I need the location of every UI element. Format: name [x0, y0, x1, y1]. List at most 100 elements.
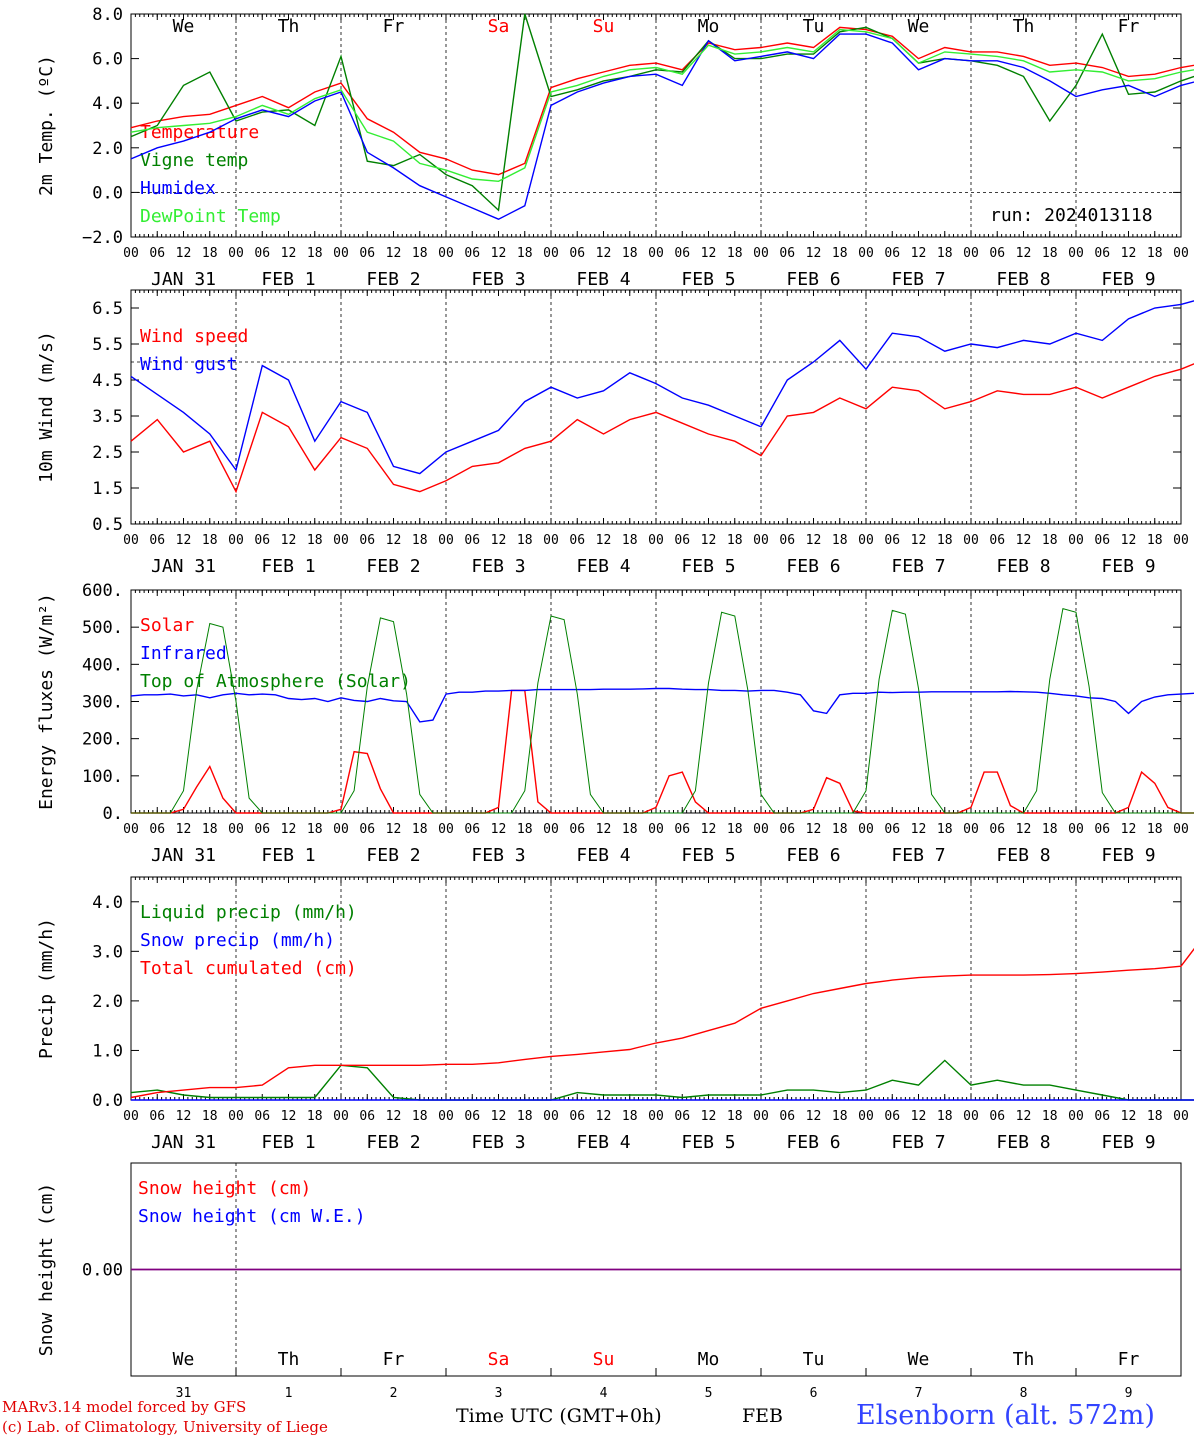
day-label: FEB 9 — [1101, 1132, 1155, 1153]
hour-tick-label: 18 — [517, 533, 533, 548]
legend-entry: Total cumulated (cm) — [140, 958, 357, 979]
hour-tick-label: 12 — [281, 246, 297, 261]
hour-tick-label: 12 — [281, 533, 297, 548]
hour-tick-label: 06 — [569, 533, 585, 548]
plot-frame — [130, 589, 1182, 814]
y-tick-label: −2.0 — [82, 228, 123, 248]
hour-tick-label: 18 — [727, 246, 743, 261]
hour-tick-label: 12 — [386, 822, 402, 837]
y-axis-label: 10m Wind (m/s) — [36, 331, 57, 483]
hour-tick-label: 18 — [622, 533, 638, 548]
hour-tick-label: 18 — [1042, 246, 1058, 261]
legend-entry: Infrared — [140, 643, 227, 664]
series-line-2 — [130, 687, 1194, 723]
day-label: FEB 6 — [786, 556, 840, 577]
day-label: FEB 8 — [996, 269, 1050, 290]
series-line-3 — [130, 947, 1194, 1099]
y-tick-label: 6.0 — [92, 50, 123, 70]
hour-tick-label: 12 — [1016, 1109, 1032, 1124]
hour-tick-label: 06 — [884, 246, 900, 261]
weekday-label: Mo — [698, 1349, 720, 1370]
day-label: FEB 2 — [366, 1132, 420, 1153]
weekday-label: Sa — [488, 16, 510, 37]
legend-entry: Humidex — [140, 178, 216, 199]
hour-tick-label: 00 — [228, 1109, 244, 1124]
panel-5: 0.00 Snow height (cm) Snow height (cm) Snow… — [36, 1162, 1182, 1401]
hour-tick-label: 00 — [333, 246, 349, 261]
hour-tick-label: 18 — [412, 533, 428, 548]
day-label: FEB 1 — [261, 269, 315, 290]
series-line-4 — [130, 28, 1194, 183]
hour-tick-label: 12 — [1121, 246, 1137, 261]
hour-tick-label: 06 — [1094, 1109, 1110, 1124]
hour-tick-label: 00 — [543, 822, 559, 837]
hour-tick-label: 00 — [648, 1109, 664, 1124]
hour-tick-label: 12 — [806, 533, 822, 548]
hour-tick-label: 06 — [149, 822, 165, 837]
weekday-label: Fr — [1118, 1349, 1140, 1370]
day-label: FEB 4 — [576, 1132, 630, 1153]
day-label: FEB 9 — [1101, 269, 1155, 290]
legend-entry: DewPoint Temp — [140, 206, 281, 227]
panel-4: 4.0 3.0 2.0 1.0 0.0 Precip (mm/h) Liquid preci… — [36, 876, 1194, 1153]
day-label: FEB 5 — [681, 845, 735, 866]
hour-tick-label: 12 — [176, 822, 192, 837]
y-tick-label: 200. — [82, 730, 123, 750]
hour-tick-label: 06 — [779, 533, 795, 548]
hour-tick-label: 00 — [858, 246, 874, 261]
hour-tick-label: 06 — [254, 822, 270, 837]
run-annotation: run: 2024013118 — [990, 205, 1153, 226]
hour-tick-label: 00 — [1173, 533, 1189, 548]
hour-tick-label: 00 — [1173, 822, 1189, 837]
hour-tick-label: 18 — [727, 533, 743, 548]
hour-tick-label: 00 — [438, 1109, 454, 1124]
day-label: FEB 5 — [681, 1132, 735, 1153]
y-tick-label: 6.5 — [92, 299, 123, 319]
legend-entry: Snow precip (mm/h) — [140, 930, 335, 951]
hour-tick-label: 12 — [491, 246, 507, 261]
day-label: FEB 6 — [786, 845, 840, 866]
y-tick-label: 5.5 — [92, 335, 123, 355]
day-label: FEB 4 — [576, 269, 630, 290]
hour-tick-label: 00 — [753, 1109, 769, 1124]
hour-tick-label: 00 — [228, 246, 244, 261]
hour-tick-label: 18 — [202, 533, 218, 548]
hour-tick-label: 18 — [937, 533, 953, 548]
hour-tick-label: 18 — [1147, 246, 1163, 261]
hour-tick-label: 12 — [1016, 822, 1032, 837]
day-label: FEB 2 — [366, 845, 420, 866]
hour-tick-label: 12 — [701, 822, 717, 837]
y-tick-label: 4.0 — [92, 94, 123, 114]
day-label: JAN 31 — [151, 845, 216, 866]
weekday-label: Th — [278, 16, 300, 37]
hour-tick-label: 18 — [937, 822, 953, 837]
hour-tick-label: 18 — [517, 822, 533, 837]
hour-tick-label: 12 — [911, 533, 927, 548]
day-label: FEB 3 — [471, 845, 525, 866]
weekday-label: Mo — [698, 16, 720, 37]
hour-tick-label: 06 — [149, 1109, 165, 1124]
hour-tick-label: 12 — [281, 1109, 297, 1124]
hour-tick-label: 12 — [386, 1109, 402, 1124]
weekday-label: We — [173, 1349, 195, 1370]
hour-tick-label: 00 — [753, 822, 769, 837]
hour-tick-label: 18 — [727, 822, 743, 837]
legend-entry: Vigne temp — [140, 150, 248, 171]
weekday-label: Tu — [803, 16, 825, 37]
day-label: FEB 9 — [1101, 845, 1155, 866]
hour-tick-label: 12 — [701, 246, 717, 261]
legend-entry: Wind speed — [140, 326, 248, 347]
weekday-label: Fr — [383, 16, 405, 37]
hour-tick-label: 06 — [254, 533, 270, 548]
day-label: FEB 1 — [261, 556, 315, 577]
hour-tick-label: 00 — [648, 822, 664, 837]
hour-tick-label: 06 — [464, 246, 480, 261]
hour-tick-label: 00 — [123, 1109, 139, 1124]
hour-tick-label: 12 — [176, 1109, 192, 1124]
y-tick-label: 4.0 — [92, 893, 123, 913]
hour-tick-label: 18 — [937, 246, 953, 261]
month-label: FEB — [742, 1405, 784, 1427]
day-label: JAN 31 — [151, 1132, 216, 1153]
day-label: FEB 3 — [471, 556, 525, 577]
weekday-label: Fr — [383, 1349, 405, 1370]
